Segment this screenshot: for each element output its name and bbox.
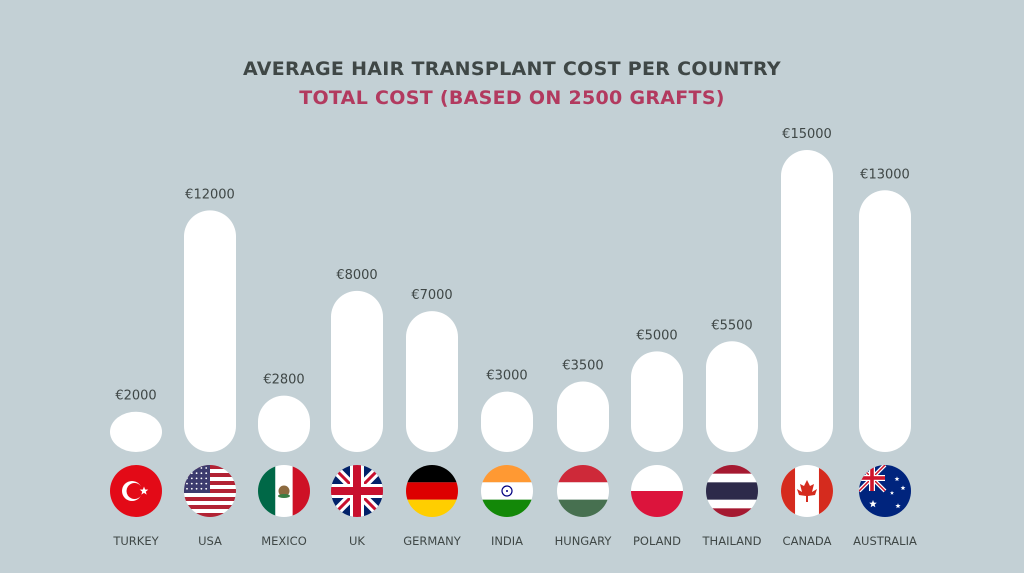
canada-flag-icon [781, 465, 833, 517]
category-label-turkey: TURKEY [112, 534, 159, 548]
turkey-flag-icon [110, 465, 162, 517]
category-label-canada: CANADA [783, 534, 832, 548]
category-label-mexico: MEXICO [261, 534, 307, 548]
bar-germany [406, 311, 458, 452]
value-label-poland: €5000 [636, 328, 677, 343]
bar-poland [631, 351, 683, 452]
chart-title: AVERAGE HAIR TRANSPLANT COST PER COUNTRY [243, 58, 781, 80]
bar-uk [331, 290, 383, 452]
value-label-germany: €7000 [411, 288, 452, 303]
value-label-canada: €15000 [782, 127, 832, 142]
value-label-uk: €8000 [336, 268, 377, 283]
value-label-australia: €13000 [860, 167, 910, 182]
value-label-india: €3000 [486, 369, 527, 384]
india-flag-icon [481, 465, 533, 517]
mexico-flag-icon [258, 465, 310, 517]
value-label-hungary: €3500 [562, 359, 603, 374]
category-label-usa: USA [198, 534, 222, 548]
bar-australia [859, 190, 911, 452]
category-label-hungary: HUNGARY [555, 534, 613, 548]
poland-flag-icon [631, 465, 683, 517]
uk-flag-icon [331, 465, 383, 517]
germany-flag-icon [406, 465, 458, 517]
chart-subtitle: TOTAL COST (BASED ON 2500 GRAFTS) [299, 87, 725, 109]
australia-flag-icon [859, 465, 911, 517]
hungary-flag-icon [557, 465, 609, 517]
value-label-thailand: €5500 [711, 318, 752, 333]
bar-mexico [258, 395, 310, 452]
bar-thailand [706, 341, 758, 452]
category-label-germany: GERMANY [403, 534, 462, 548]
thailand-flag-icon [706, 465, 758, 517]
value-label-turkey: €2000 [115, 389, 156, 404]
category-label-uk: UK [349, 534, 365, 548]
bar-canada [781, 150, 833, 452]
value-label-mexico: €2800 [263, 373, 304, 388]
bar-usa [184, 210, 236, 452]
usa-flag-icon [184, 465, 236, 517]
bar-turkey [110, 411, 162, 452]
category-label-poland: POLAND [633, 534, 681, 548]
bar-hungary [557, 381, 609, 452]
category-label-australia: AUSTRALIA [853, 534, 917, 548]
category-label-thailand: THAILAND [702, 534, 762, 548]
value-label-usa: €12000 [185, 187, 235, 202]
category-label-india: INDIA [491, 534, 523, 548]
bar-india [481, 391, 533, 452]
